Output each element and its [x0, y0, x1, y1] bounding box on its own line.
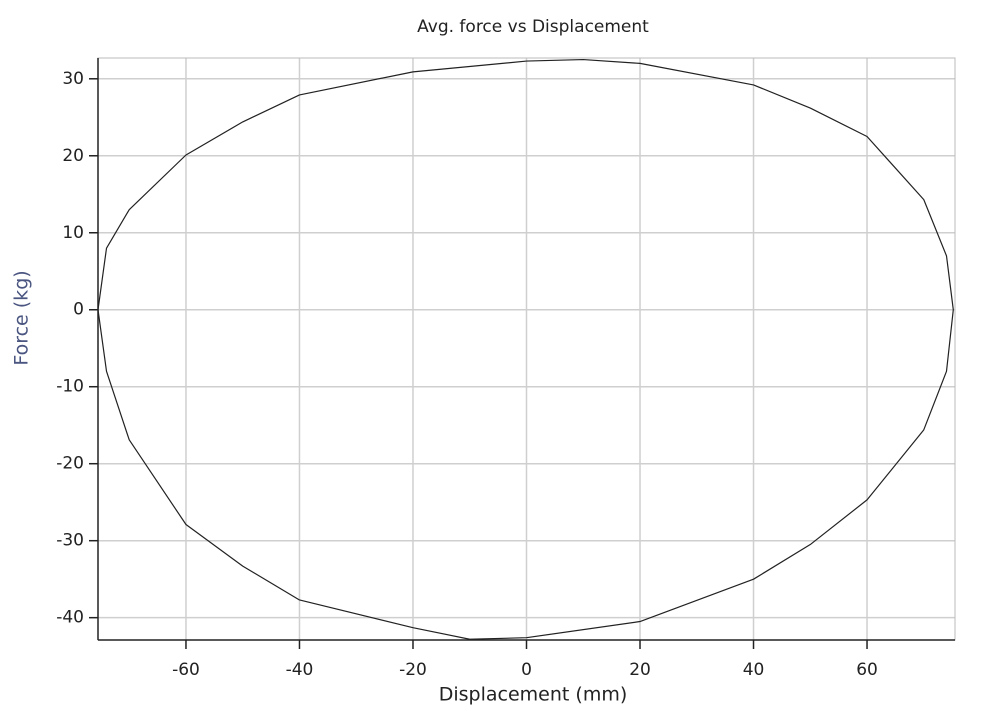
- x-tick-label: -20: [399, 660, 427, 680]
- y-tick-label: -40: [56, 608, 84, 628]
- x-tick-label: -40: [286, 660, 314, 680]
- x-tick-label: 40: [743, 660, 765, 680]
- x-tick-label: 60: [856, 660, 878, 680]
- y-tick-label: 10: [62, 223, 84, 243]
- y-tick-label: -30: [56, 531, 84, 551]
- y-tick-label: -20: [56, 454, 84, 474]
- y-axis-label: Force (kg): [11, 270, 33, 365]
- chart-title: Avg. force vs Displacement: [417, 17, 649, 37]
- x-tick-label: -60: [172, 660, 200, 680]
- force-loop: [97, 58, 954, 640]
- x-axis-label: Displacement (mm): [439, 684, 628, 706]
- y-tick-label: 30: [62, 69, 84, 89]
- y-tick-label: 0: [73, 300, 84, 320]
- x-tick-label: 0: [521, 660, 532, 680]
- y-tick-label: 20: [62, 146, 84, 166]
- x-tick-label: 20: [629, 660, 651, 680]
- y-tick-label: -10: [56, 377, 84, 397]
